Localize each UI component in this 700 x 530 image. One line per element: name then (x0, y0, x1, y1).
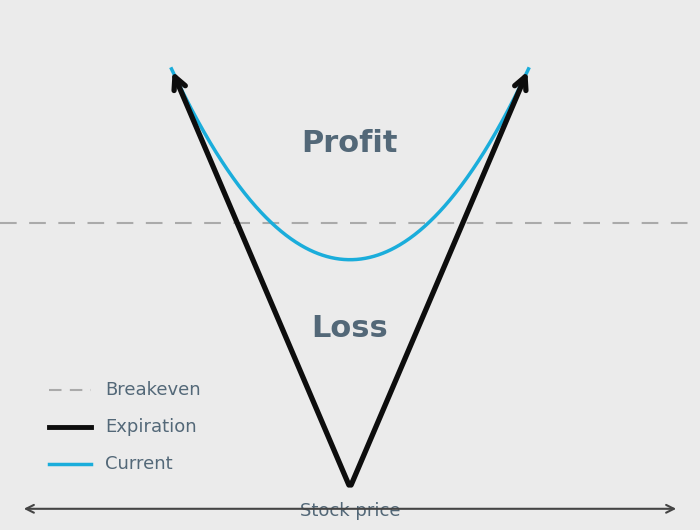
Text: Profit: Profit (302, 129, 398, 157)
Text: Expiration: Expiration (105, 418, 197, 436)
Text: Current: Current (105, 455, 173, 473)
Text: Loss: Loss (312, 314, 388, 343)
Text: Breakeven: Breakeven (105, 381, 201, 399)
Text: Stock price: Stock price (300, 502, 400, 520)
